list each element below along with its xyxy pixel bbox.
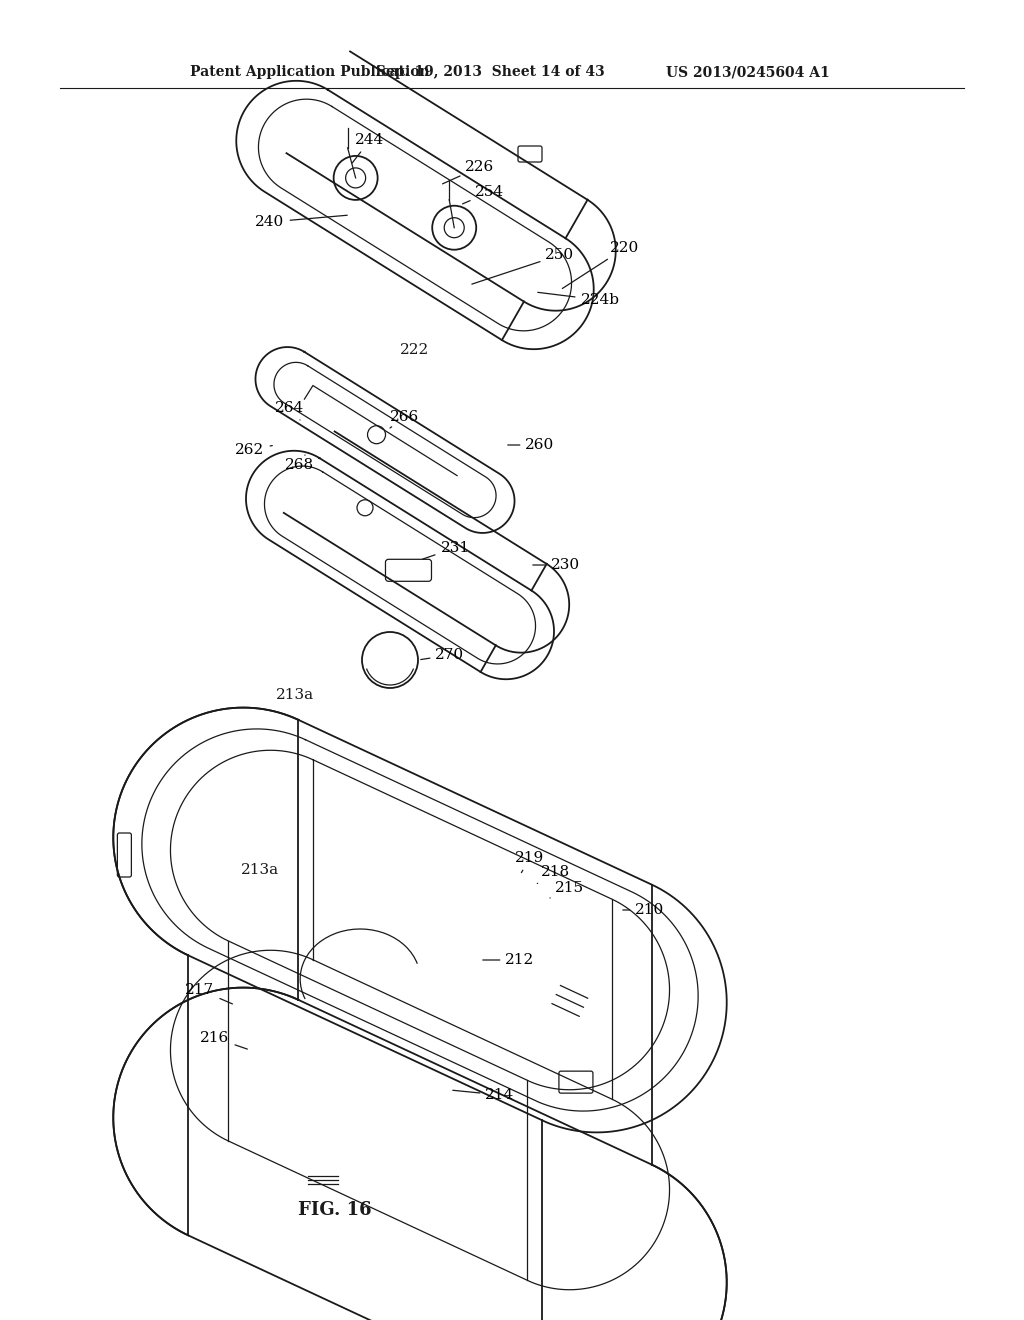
Text: 244: 244 xyxy=(352,133,385,162)
Text: 212: 212 xyxy=(482,953,535,968)
Text: 264: 264 xyxy=(275,401,304,420)
Text: Patent Application Publication: Patent Application Publication xyxy=(190,65,430,79)
Text: 217: 217 xyxy=(185,983,232,1005)
Text: 214: 214 xyxy=(453,1088,515,1102)
Text: 240: 240 xyxy=(255,215,347,228)
Text: 213a: 213a xyxy=(275,688,314,702)
Text: 216: 216 xyxy=(201,1031,248,1049)
Text: 268: 268 xyxy=(286,455,314,473)
Text: 230: 230 xyxy=(532,558,580,572)
Text: 220: 220 xyxy=(562,242,640,289)
Text: 262: 262 xyxy=(236,444,272,457)
Text: 210: 210 xyxy=(623,903,665,917)
Text: 222: 222 xyxy=(400,343,430,356)
Text: US 2013/0245604 A1: US 2013/0245604 A1 xyxy=(667,65,830,79)
Text: 270: 270 xyxy=(421,648,465,663)
Text: 226: 226 xyxy=(442,160,495,183)
Text: Sep. 19, 2013  Sheet 14 of 43: Sep. 19, 2013 Sheet 14 of 43 xyxy=(376,65,604,79)
Text: FIG. 16: FIG. 16 xyxy=(298,1201,372,1218)
Text: 219: 219 xyxy=(515,851,545,873)
Text: 213a: 213a xyxy=(241,863,280,876)
Text: 218: 218 xyxy=(538,865,569,883)
Text: 260: 260 xyxy=(508,438,555,451)
Text: 215: 215 xyxy=(550,880,585,898)
Text: 231: 231 xyxy=(423,541,470,560)
Text: 224b: 224b xyxy=(538,292,620,308)
Text: 254: 254 xyxy=(463,185,505,203)
Text: 266: 266 xyxy=(390,411,420,428)
Text: 250: 250 xyxy=(472,248,574,284)
